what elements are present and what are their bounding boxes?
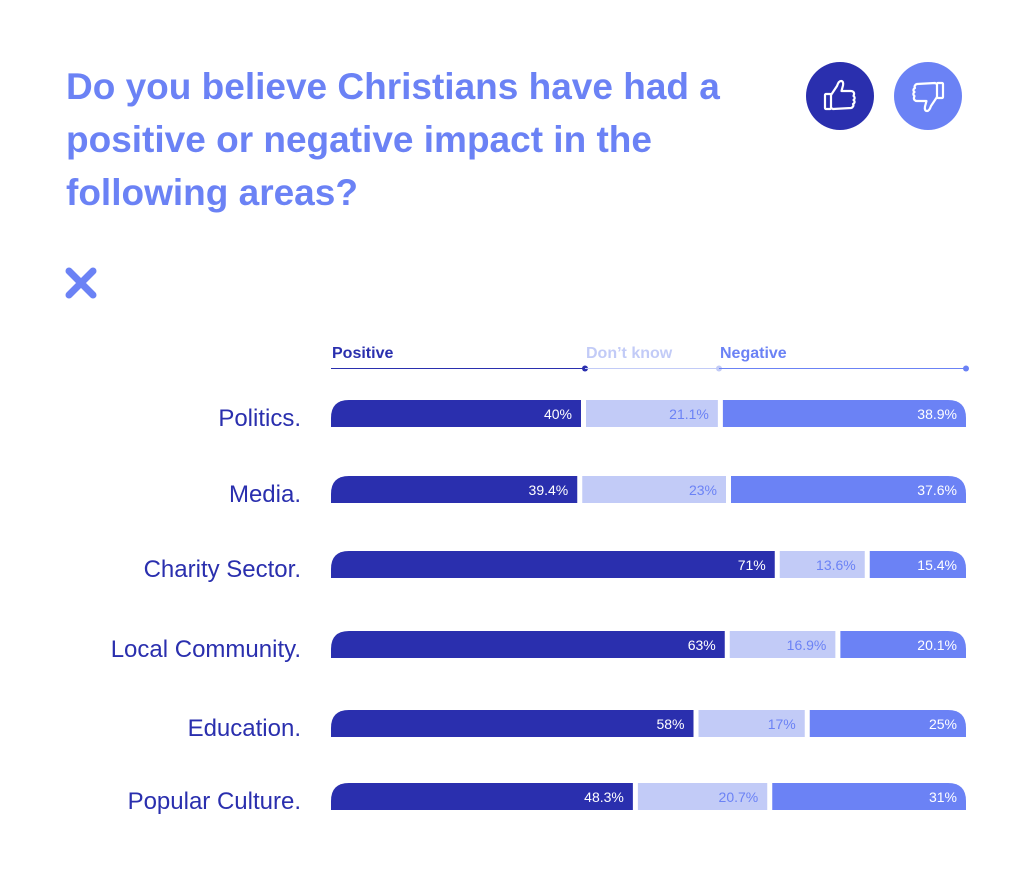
chart-title: Do you believe Christians have had a pos… — [66, 66, 720, 213]
bar-4-0 — [331, 710, 694, 737]
value-label-4-0: 58% — [656, 716, 684, 732]
bar-5-1 — [637, 783, 768, 810]
bar-4-1 — [698, 710, 805, 737]
bar-5-2 — [772, 783, 966, 810]
value-label-4-2: 25% — [929, 716, 957, 732]
legend-label-2: Negative — [720, 345, 787, 362]
bar-2-1 — [779, 551, 865, 578]
value-label-5-0: 48.3% — [584, 789, 624, 805]
value-label-2-1: 13.6% — [816, 557, 856, 573]
value-label-1-1: 23% — [689, 482, 717, 498]
category-label-1: Media. — [229, 481, 301, 508]
value-label-1-2: 37.6% — [917, 482, 957, 498]
category-label-3: Local Community. — [111, 636, 301, 663]
close-icon — [65, 267, 97, 299]
bar-2-2 — [869, 551, 966, 578]
bar-2-0 — [331, 551, 775, 578]
category-label-5: Popular Culture. — [128, 788, 301, 815]
category-label-2: Charity Sector. — [144, 556, 301, 583]
category-label-4: Education. — [188, 715, 301, 742]
value-label-2-2: 15.4% — [917, 557, 957, 573]
value-label-3-2: 20.1% — [917, 637, 957, 653]
value-label-0-0: 40% — [544, 406, 572, 422]
bar-3-1 — [729, 631, 836, 658]
value-label-3-0: 63% — [688, 637, 716, 653]
value-label-1-0: 39.4% — [529, 482, 569, 498]
value-label-0-1: 21.1% — [669, 406, 709, 422]
value-label-5-2: 31% — [929, 789, 957, 805]
legend-label-0: Positive — [332, 345, 393, 362]
bar-4-2 — [809, 710, 966, 737]
bar-1-1 — [582, 476, 726, 503]
thumbs-up-icon — [806, 62, 874, 130]
value-label-0-2: 38.9% — [917, 406, 957, 422]
bar-0-2 — [722, 400, 966, 427]
legend-dot-2 — [963, 365, 969, 372]
bar-5-0 — [331, 783, 633, 810]
bar-3-2 — [840, 631, 966, 658]
category-label-0: Politics. — [218, 405, 301, 432]
bar-3-0 — [331, 631, 725, 658]
bar-1-2 — [731, 476, 966, 503]
bar-1-0 — [331, 476, 578, 503]
bar-0-0 — [331, 400, 581, 427]
value-label-3-1: 16.9% — [787, 637, 827, 653]
value-label-4-1: 17% — [768, 716, 796, 732]
value-label-2-0: 71% — [738, 557, 766, 573]
legend-label-1: Don’t know — [586, 345, 673, 362]
value-label-5-1: 20.7% — [719, 789, 759, 805]
thumbs-down-icon — [894, 62, 962, 130]
bar-0-1 — [586, 400, 718, 427]
